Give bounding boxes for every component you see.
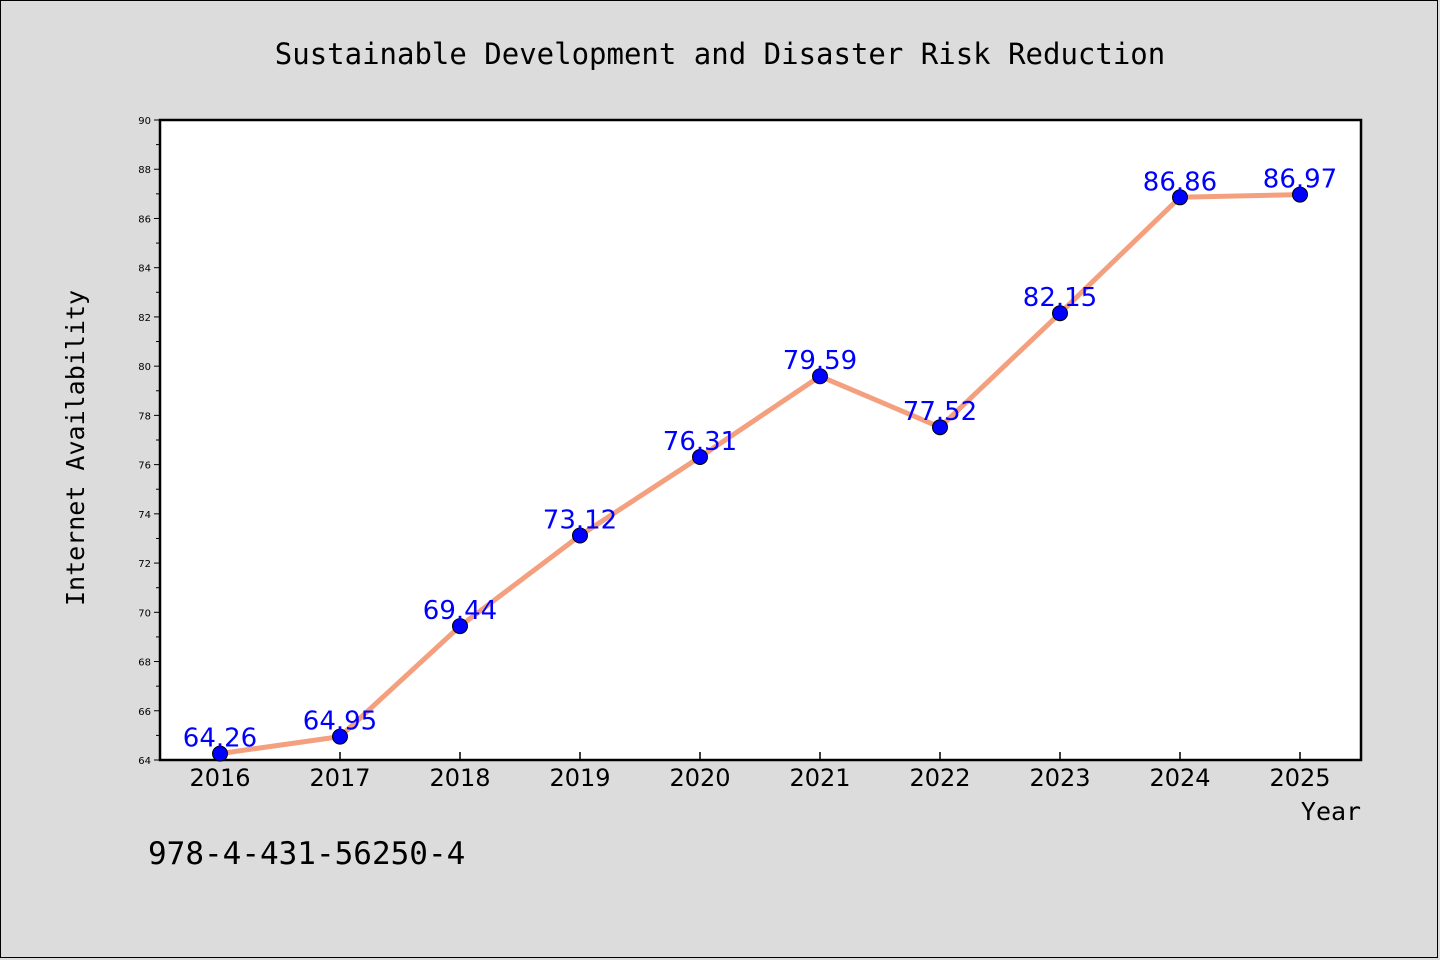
y-tick-label: 88 [138, 165, 151, 176]
data-point [572, 527, 588, 544]
x-tick-label: 2023 [1029, 764, 1090, 792]
y-tick-label: 80 [138, 362, 151, 373]
x-tick-label: 2016 [189, 764, 250, 792]
data-point [812, 368, 828, 385]
isbn-text: 978-4-431-56250-4 [148, 836, 465, 872]
y-tick-label: 76 [138, 461, 151, 472]
y-tick-label: 84 [138, 264, 151, 275]
y-tick-label: 64 [138, 756, 151, 767]
data-label: 76.31 [663, 427, 737, 457]
x-tick-label: 2024 [1149, 764, 1210, 792]
data-point [1292, 186, 1308, 203]
x-tick-label: 2017 [309, 764, 370, 792]
plot-area [158, 118, 1363, 762]
x-tick-label: 2020 [669, 764, 730, 792]
series-line [219, 192, 1301, 757]
data-markers [212, 186, 1308, 762]
x-axis-label: Year [1301, 797, 1361, 826]
x-tick-label: 2022 [909, 764, 970, 792]
x-tick-label: 2018 [429, 764, 490, 792]
y-axis-label: Internet Availability [61, 290, 90, 606]
x-tick-label: 2021 [789, 764, 850, 792]
y-tick-label: 72 [138, 559, 151, 570]
x-tick-label: 2019 [549, 764, 610, 792]
data-point [692, 448, 708, 465]
data-label: 69.44 [423, 596, 497, 626]
data-label: 73.12 [543, 506, 617, 536]
data-label: 64.95 [303, 707, 377, 737]
y-tick-label: 82 [138, 313, 151, 324]
y-tick-label: 86 [138, 214, 151, 225]
y-tick-label: 68 [138, 658, 151, 669]
y-tick-label: 74 [138, 510, 151, 521]
y-tick-label: 78 [138, 411, 151, 422]
data-label: 86.86 [1143, 167, 1217, 197]
data-label: 77.52 [903, 397, 977, 427]
data-label: 82.15 [1023, 283, 1097, 313]
chart-title: Sustainable Development and Disaster Ris… [275, 37, 1165, 71]
y-tick-label: 90 [138, 116, 151, 127]
data-label: 79.59 [783, 346, 857, 376]
data-point [212, 745, 228, 762]
x-axis: 2016 2017 2018 2019 2020 2021 2022 2023 2024 2025 [189, 752, 1331, 792]
data-label: 86.97 [1263, 165, 1337, 195]
data-point [932, 419, 948, 436]
data-labels: 64.26 64.95 69.44 73.12 76.31 79.59 77.52 82.15… [183, 165, 1337, 754]
y-tick-label: 66 [138, 707, 151, 718]
x-tick-label: 2025 [1269, 764, 1330, 792]
y-axis: 64 66 68 70 72 74 76 78 80 82 84 86 88 90 [138, 116, 160, 767]
y-tick-label: 70 [138, 608, 151, 619]
data-point [1052, 305, 1068, 322]
data-label: 64.26 [183, 724, 257, 754]
data-point [332, 728, 348, 745]
data-point [452, 618, 468, 635]
data-point [1172, 189, 1188, 206]
